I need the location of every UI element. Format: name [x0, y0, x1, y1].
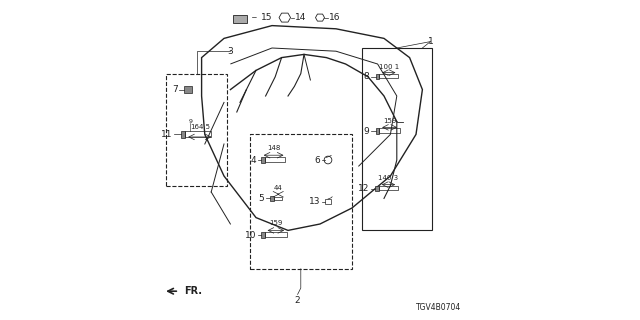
Bar [265, 232, 287, 237]
Text: 100 1: 100 1 [379, 64, 399, 70]
Bar [380, 74, 399, 78]
Bar [376, 74, 379, 79]
Bar [375, 186, 379, 191]
Bar [261, 232, 265, 238]
Bar [186, 131, 211, 137]
Text: 2: 2 [295, 296, 300, 305]
Bar [275, 197, 282, 200]
Text: 11: 11 [161, 130, 173, 139]
Text: 164.5: 164.5 [190, 124, 210, 130]
Bar [376, 128, 379, 134]
Text: 16: 16 [329, 13, 340, 22]
Text: 10: 10 [244, 231, 256, 240]
Text: 8: 8 [364, 72, 370, 81]
Text: 148: 148 [267, 145, 280, 151]
Bar [265, 157, 285, 162]
Bar [250, 134, 352, 269]
Text: 3: 3 [228, 47, 233, 56]
Text: 7: 7 [172, 85, 178, 94]
Bar [233, 15, 247, 23]
Text: 13: 13 [308, 197, 320, 206]
Text: 6: 6 [314, 156, 320, 164]
Text: 4: 4 [250, 156, 256, 164]
Bar [362, 48, 432, 230]
Text: 9: 9 [364, 127, 370, 136]
Text: 159: 159 [269, 220, 282, 226]
Text: FR.: FR. [184, 286, 202, 296]
Text: 1: 1 [428, 37, 433, 46]
Text: 159: 159 [383, 118, 396, 124]
Text: 44: 44 [274, 185, 283, 191]
Text: 140 3: 140 3 [378, 175, 399, 181]
Bar [184, 86, 192, 93]
Bar [261, 157, 265, 163]
Text: 9: 9 [188, 119, 193, 124]
Bar [325, 199, 332, 204]
Text: 15: 15 [261, 13, 272, 22]
Bar [181, 131, 186, 138]
Bar [270, 196, 275, 201]
Bar [166, 74, 227, 186]
Bar [380, 128, 400, 133]
Bar [379, 186, 398, 190]
Text: 12: 12 [358, 184, 370, 193]
Text: 5: 5 [259, 194, 264, 203]
Text: TGV4B0704: TGV4B0704 [416, 303, 461, 312]
Text: 14: 14 [295, 13, 307, 22]
